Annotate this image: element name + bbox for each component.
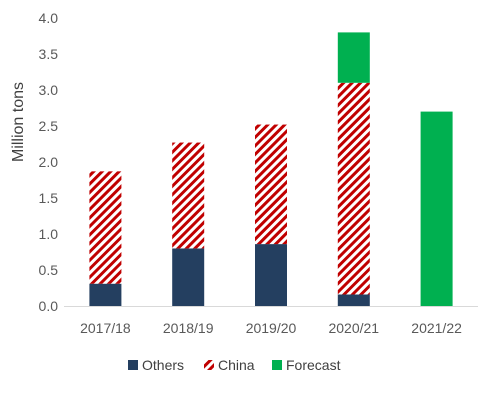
x-axis-ticks: 2017/18 2018/19 2019/20 2020/21 2021/22 xyxy=(80,320,462,336)
bar-others-0 xyxy=(89,283,122,306)
y-tick-label: 1.0 xyxy=(39,226,59,242)
y-tick-label: 0.5 xyxy=(39,262,59,278)
bar-forecast-3 xyxy=(337,32,370,83)
bar-china-2 xyxy=(255,124,287,245)
x-tick-label: 2021/22 xyxy=(411,320,462,336)
y-tick-label: 3.5 xyxy=(39,46,59,62)
legend-swatch-forecast xyxy=(272,360,282,370)
x-tick-label: 2018/19 xyxy=(163,320,214,336)
bars xyxy=(89,32,453,306)
legend-label-china: China xyxy=(218,357,255,373)
y-axis-ticks: 0.0 0.5 1.0 1.5 2.0 2.5 3.0 3.5 4.0 xyxy=(39,10,59,314)
y-tick-label: 2.5 xyxy=(39,118,59,134)
bar-others-2 xyxy=(255,244,287,306)
bar-others-1 xyxy=(172,248,205,306)
y-tick-label: 3.0 xyxy=(39,82,59,98)
y-tick-label: 0.0 xyxy=(39,298,59,314)
y-tick-label: 2.0 xyxy=(39,154,59,170)
bar-china-0 xyxy=(89,171,122,284)
bar-china-1 xyxy=(172,142,205,249)
y-tick-label: 1.5 xyxy=(39,190,59,206)
y-tick-label: 4.0 xyxy=(39,10,59,26)
x-tick-label: 2020/21 xyxy=(328,320,379,336)
legend-swatch-others xyxy=(128,360,138,370)
legend: Others China Forecast xyxy=(128,357,341,373)
legend-label-others: Others xyxy=(142,357,184,373)
bar-forecast-4 xyxy=(420,111,453,306)
x-tick-label: 2019/20 xyxy=(246,320,297,336)
bar-others-3 xyxy=(337,294,370,306)
legend-swatch-china xyxy=(204,360,214,370)
x-tick-label: 2017/18 xyxy=(80,320,131,336)
legend-label-forecast: Forecast xyxy=(286,357,341,373)
bar-china-3 xyxy=(337,82,370,295)
y-axis-title: Million tons xyxy=(10,82,27,162)
